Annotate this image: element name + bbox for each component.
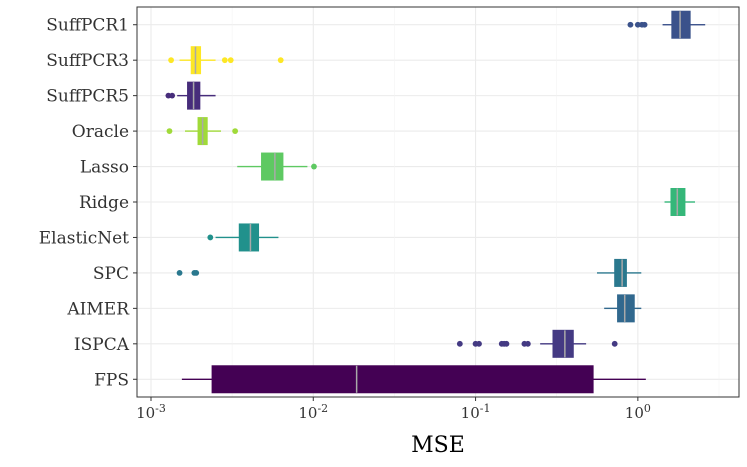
x-tick-label-2: 10-1 (461, 402, 491, 422)
outlier-ispca-8 (611, 340, 618, 347)
x-tick-label-3: 100 (625, 402, 651, 422)
box-elasticnet (238, 223, 260, 252)
outlier-oracle-1 (232, 128, 239, 134)
x-tick-label-1: 10-2 (298, 402, 328, 422)
outlier-suffpcr3-3 (277, 57, 284, 64)
outlier-suffpcr3-0 (168, 57, 174, 64)
box-spc (614, 258, 627, 287)
box-aimer (617, 294, 635, 323)
outlier-suffpcr1-1 (634, 21, 641, 28)
outlier-suffpcr5-1 (169, 92, 176, 99)
y-label-suffpcr3: SuffPCR3 (46, 51, 129, 71)
y-label-aimer: AIMER (66, 299, 130, 319)
outlier-spc-0 (176, 270, 183, 276)
outlier-ispca-5 (503, 340, 510, 347)
box-lasso (261, 152, 284, 181)
box-layer (177, 10, 706, 394)
y-label-suffpcr1: SuffPCR1 (46, 16, 129, 36)
outlier-suffpcr3-1 (221, 57, 228, 64)
outlier-suffpcr1-3 (641, 21, 648, 28)
y-label-suffpcr5: SuffPCR5 (46, 87, 129, 107)
y-label-fps: FPS (94, 370, 129, 390)
outlier-oracle-0 (166, 128, 173, 134)
box-suffpcr1 (671, 10, 691, 39)
outlier-suffpcr1-0 (627, 21, 634, 28)
y-label-oracle: Oracle (72, 122, 129, 142)
outlier-lasso-0 (311, 163, 317, 170)
y-label-spc: SPC (93, 264, 129, 284)
outlier-ispca-0 (456, 340, 463, 347)
box-fps (211, 365, 594, 394)
outlier-elasticnet-0 (207, 234, 214, 241)
outlier-layer (165, 21, 648, 347)
y-label-ispca: ISPCA (74, 335, 130, 355)
y-label-lasso: Lasso (80, 158, 129, 178)
outlier-ispca-2 (476, 340, 482, 347)
outlier-ispca-7 (524, 340, 531, 347)
outlier-spc-2 (193, 270, 200, 276)
x-tick-label-0: 10-3 (136, 402, 166, 422)
y-label-ridge: Ridge (79, 193, 129, 213)
outlier-suffpcr3-2 (227, 57, 234, 64)
box-ispca (552, 329, 574, 358)
y-axis-labels: SuffPCR1 SuffPCR3 SuffPCR5 Oracle Lasso Ridge… (39, 16, 137, 390)
x-axis-ticks: 10-3 10-2 10-1 100 (136, 397, 651, 422)
x-axis-title: MSE (411, 433, 465, 458)
y-label-elasticnet: ElasticNet (39, 228, 129, 248)
